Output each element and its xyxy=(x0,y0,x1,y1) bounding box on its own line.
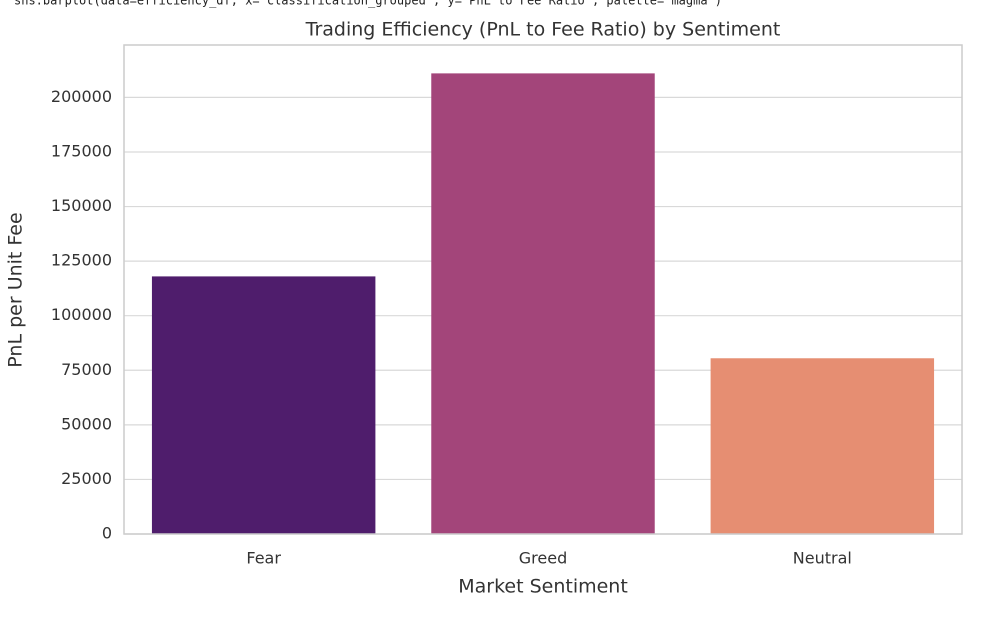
chart-title: Trading Efficiency (PnL to Fee Ratio) by… xyxy=(305,19,781,41)
code-line: sns.barplot(data=efficiency_df, x='class… xyxy=(14,0,722,8)
y-tick-label: 150000 xyxy=(51,196,112,215)
plot-frame xyxy=(123,44,963,535)
y-tick-label: 200000 xyxy=(51,87,112,106)
y-tick-label: 75000 xyxy=(61,360,112,379)
y-tick-label: 0 xyxy=(102,524,112,543)
y-tick-label: 50000 xyxy=(61,414,112,433)
y-tick-label: 25000 xyxy=(61,469,112,488)
bar xyxy=(431,73,655,535)
y-tick-label: 175000 xyxy=(51,141,112,160)
x-axis-label: Market Sentiment xyxy=(458,576,628,598)
x-tick-label: Fear xyxy=(246,549,281,568)
y-tick-label: 125000 xyxy=(51,251,112,270)
bar xyxy=(151,276,376,534)
y-tick-label: 100000 xyxy=(51,305,112,324)
bar xyxy=(710,358,935,534)
x-tick-label: Greed xyxy=(519,549,567,568)
y-axis-label: PnL per Unit Fee xyxy=(5,212,27,367)
x-tick-label: Neutral xyxy=(793,549,852,568)
